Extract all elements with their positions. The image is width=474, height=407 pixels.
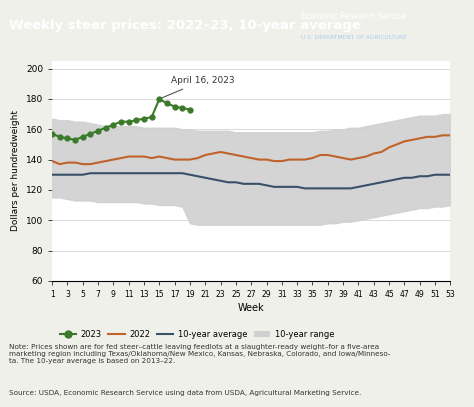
Text: April 16, 2023: April 16, 2023 xyxy=(162,76,235,98)
Legend: 2023, 2022, 10-year average, 10-year range: 2023, 2022, 10-year average, 10-year ran… xyxy=(56,327,337,343)
Y-axis label: Dollars per hundredweight: Dollars per hundredweight xyxy=(11,110,20,232)
Text: Economic Research Service: Economic Research Service xyxy=(301,13,406,22)
Text: Note: Prices shown are for fed steer–cattle leaving feedlots at a slaughter-read: Note: Prices shown are for fed steer–cat… xyxy=(9,344,391,364)
X-axis label: Week: Week xyxy=(238,303,264,313)
Text: U.S. DEPARTMENT OF AGRICULTURE: U.S. DEPARTMENT OF AGRICULTURE xyxy=(301,35,407,39)
Text: Source: USDA, Economic Research Service using data from USDA, Agricultural Marke: Source: USDA, Economic Research Service … xyxy=(9,390,362,396)
Text: Weekly steer prices: 2022–23, 10-year average: Weekly steer prices: 2022–23, 10-year av… xyxy=(9,19,361,32)
